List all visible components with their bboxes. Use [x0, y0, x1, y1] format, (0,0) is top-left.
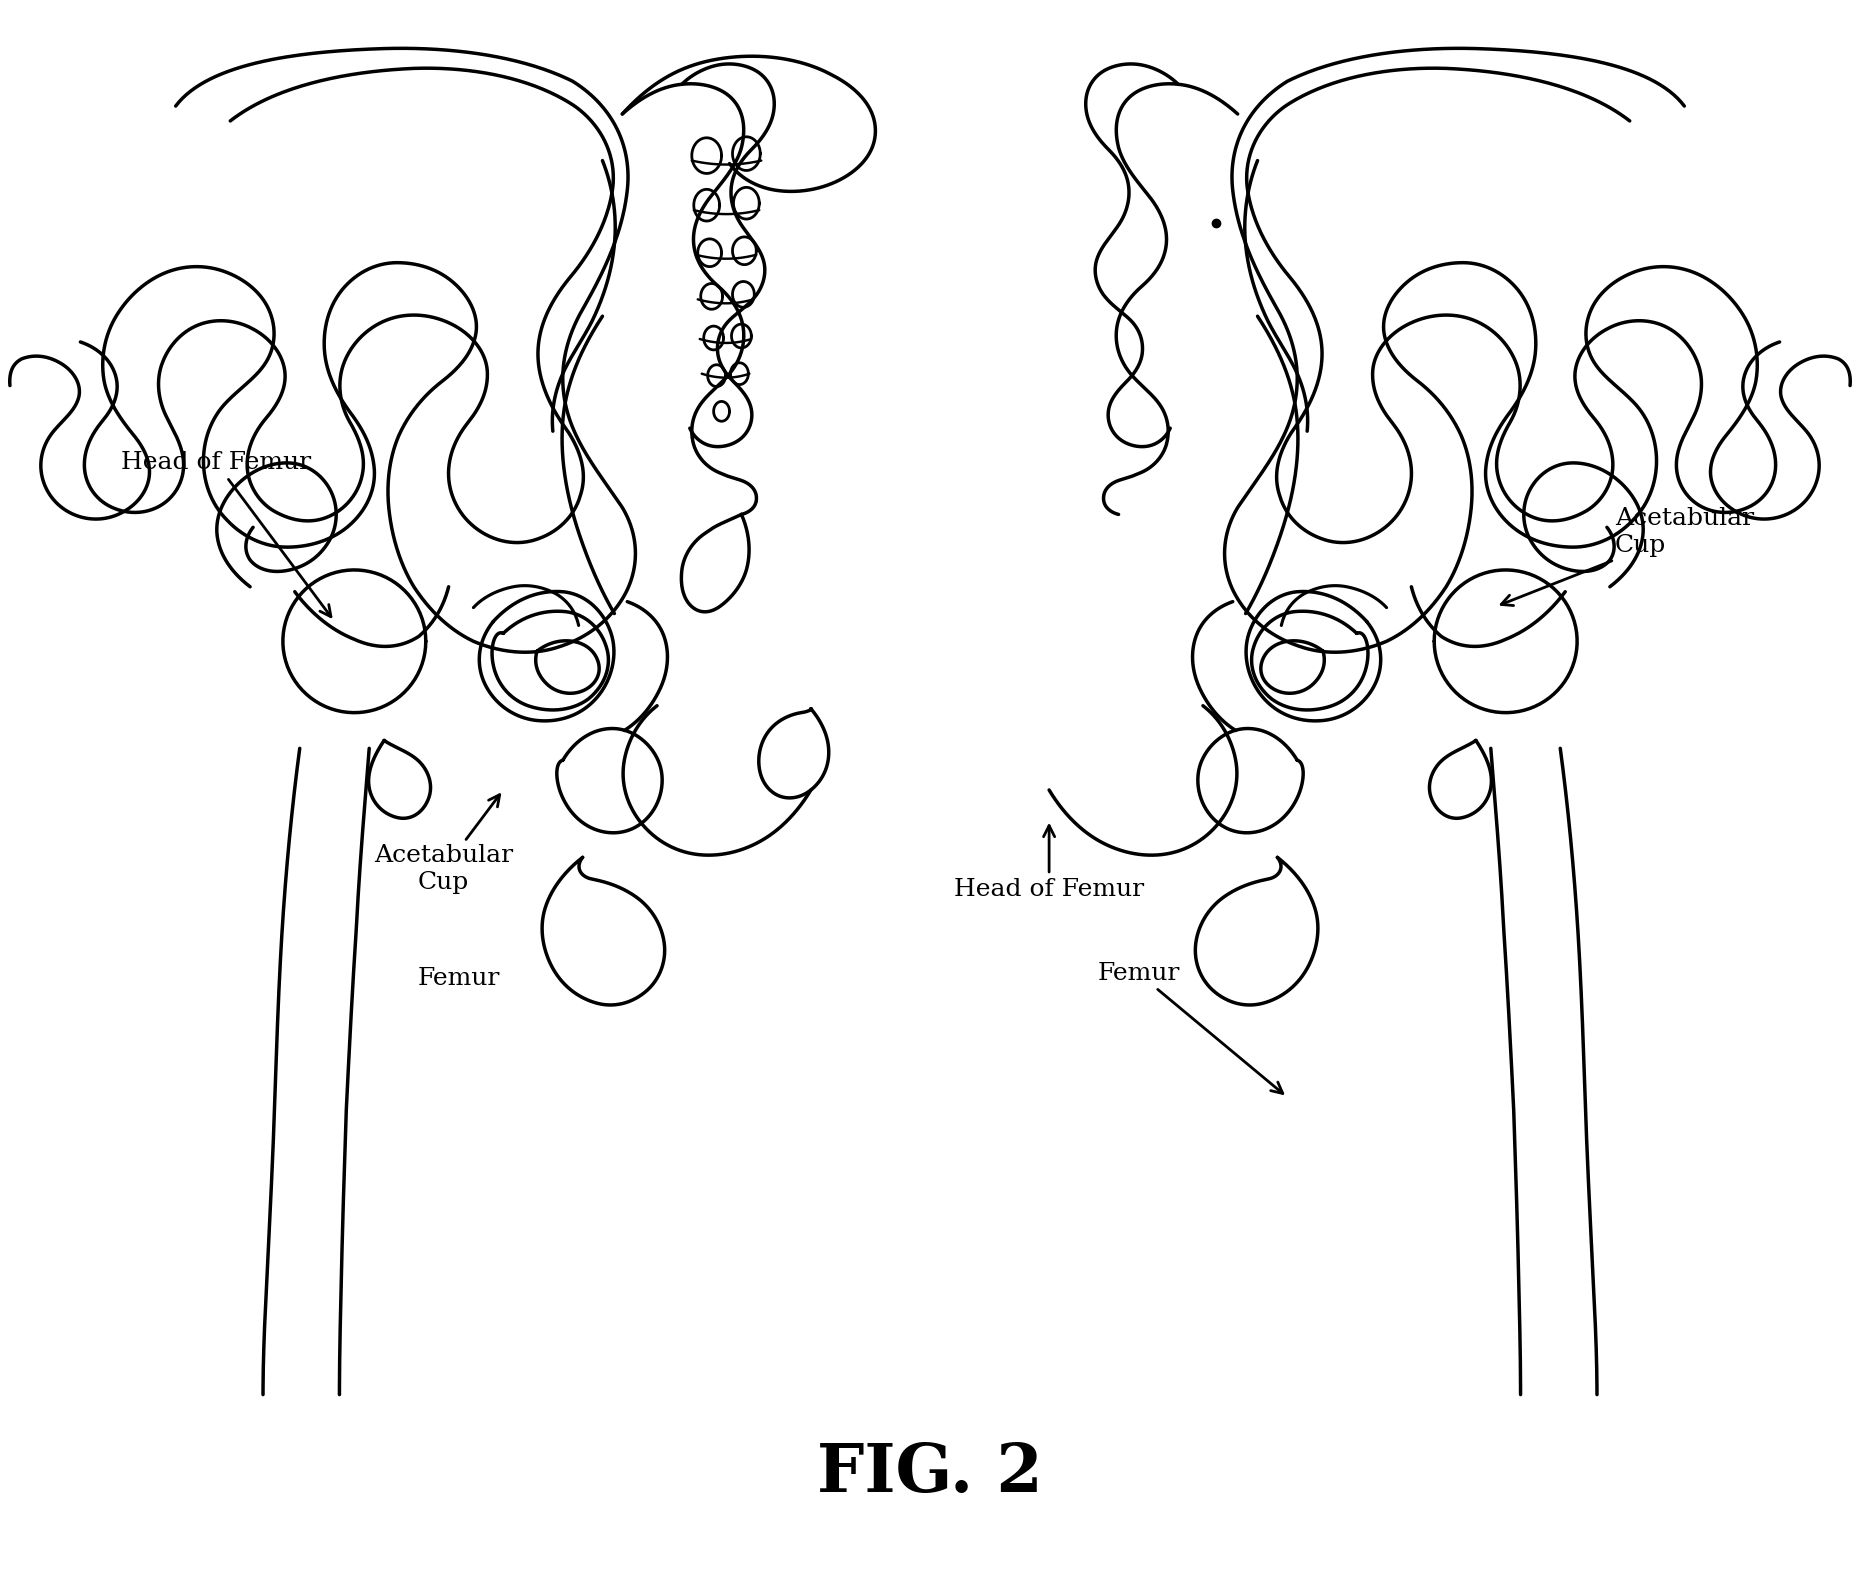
- Text: Femur: Femur: [417, 966, 500, 990]
- Text: Femur: Femur: [1097, 962, 1283, 1094]
- Text: FIG. 2: FIG. 2: [817, 1442, 1043, 1506]
- Text: Head of Femur: Head of Femur: [121, 452, 331, 617]
- Text: Head of Femur: Head of Femur: [954, 826, 1144, 900]
- Text: Acetabular
Cup: Acetabular Cup: [374, 795, 513, 894]
- Text: Acetabular
Cup: Acetabular Cup: [1501, 507, 1754, 606]
